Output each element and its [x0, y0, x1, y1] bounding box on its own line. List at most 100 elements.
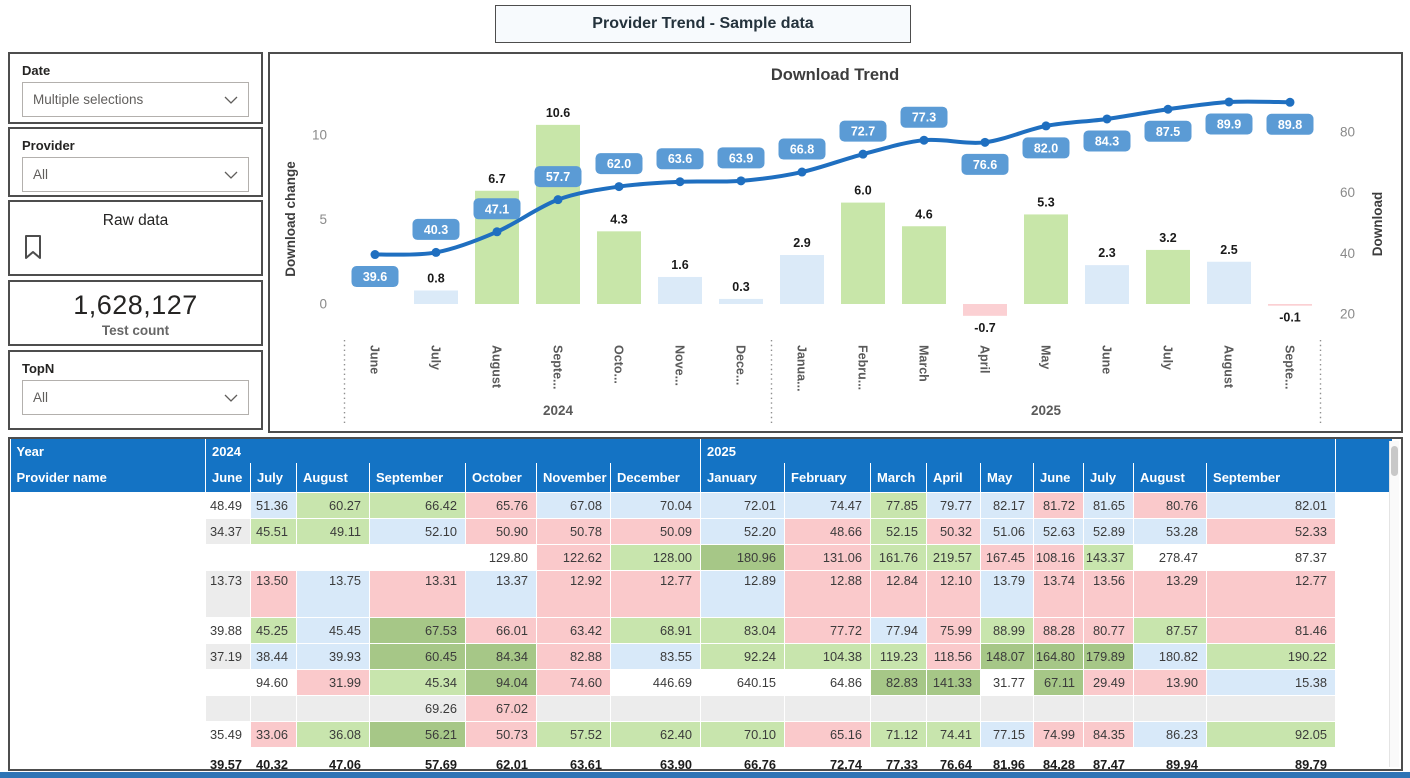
value-cell — [609, 695, 702, 722]
bar-label: 4.6 — [915, 207, 932, 221]
bar[interactable] — [1024, 214, 1068, 304]
month-column-header[interactable]: March — [870, 463, 928, 493]
value-cell — [369, 544, 466, 571]
kpi-value: 1,628,127 — [73, 290, 198, 320]
value-cell: 68.91 — [609, 617, 702, 644]
bar[interactable] — [414, 290, 458, 304]
trend-line — [373, 99, 1292, 257]
value-cell: 74.47 — [784, 492, 872, 519]
date-dropdown[interactable]: Multiple selections — [22, 82, 249, 117]
bar[interactable] — [902, 226, 946, 304]
value-cell: 104.38 — [784, 643, 872, 670]
bar-label: 1.6 — [671, 258, 688, 272]
line-point[interactable] — [919, 135, 929, 145]
line-label: 63.6 — [668, 152, 692, 166]
raw-data-bookmark-button[interactable]: Raw data — [8, 200, 263, 276]
line-label-box — [1266, 113, 1314, 135]
value-cell: 82.83 — [870, 669, 928, 696]
line-point[interactable] — [736, 176, 746, 186]
month-column-header[interactable]: July — [1083, 463, 1135, 493]
line-point[interactable] — [980, 137, 990, 147]
table-row: 39.88 45.25 45.45 67.53 66.01 63.42 68.91 83.04… — [10, 617, 1394, 644]
line-point[interactable] — [431, 247, 441, 257]
x-axis-month-label: Dece... — [734, 345, 748, 385]
table-scrollbar[interactable] — [1389, 441, 1399, 767]
topn-dropdown[interactable]: All — [22, 380, 249, 415]
value-cell: 82.88 — [536, 643, 611, 670]
bar[interactable] — [1085, 265, 1129, 304]
month-column-header[interactable]: February — [784, 463, 872, 493]
bar[interactable] — [719, 298, 763, 304]
download-trend-svg: Download Trend 0 5 10 Download change 20 40 60 8… — [283, 66, 1385, 425]
table-scrollbar-thumb[interactable] — [1391, 446, 1398, 476]
bar[interactable] — [780, 254, 824, 304]
line-point[interactable] — [675, 177, 685, 187]
month-column-header[interactable]: October — [465, 463, 537, 493]
total-value-cell: 62.01 — [465, 747, 537, 769]
provider-dropdown-value: All — [33, 167, 49, 182]
value-cell — [205, 669, 251, 696]
bar-label: -0.1 — [1279, 311, 1301, 325]
month-column-header[interactable]: December — [610, 463, 702, 493]
provider-name-cell — [10, 518, 206, 545]
line-point[interactable] — [1102, 114, 1112, 124]
provider-name-cell — [10, 669, 206, 696]
month-column-header[interactable]: June — [1033, 463, 1085, 493]
value-cell: 82.17 — [980, 492, 1035, 519]
bar[interactable] — [536, 124, 580, 304]
line-point[interactable] — [614, 182, 624, 192]
value-cell: 35.49 — [205, 721, 251, 748]
value-cell: 50.32 — [926, 518, 982, 545]
line-point[interactable] — [1041, 121, 1051, 131]
x-axis-month-label: Octo... — [612, 345, 626, 384]
provider-dropdown[interactable]: All — [22, 157, 249, 192]
right-axis-tick: 40 — [1340, 246, 1355, 261]
value-cell: 65.76 — [465, 492, 537, 519]
bar[interactable] — [1146, 249, 1190, 304]
bar[interactable] — [1207, 261, 1251, 304]
value-cell: 74.41 — [926, 721, 982, 748]
month-column-header[interactable]: September — [369, 463, 466, 493]
date-dropdown-value: Multiple selections — [33, 92, 144, 107]
x-axis-month-label: June — [1100, 345, 1114, 374]
line-point[interactable] — [553, 195, 563, 205]
line-label-box — [717, 147, 765, 169]
line-label: 89.9 — [1217, 117, 1241, 131]
month-column-header[interactable]: July — [250, 463, 297, 493]
line-point[interactable] — [797, 167, 807, 177]
month-column-header[interactable]: November — [536, 463, 611, 493]
month-column-header[interactable]: September — [1206, 463, 1337, 493]
line-point[interactable] — [1163, 104, 1173, 114]
line-point[interactable] — [1224, 97, 1234, 107]
month-column-header[interactable]: June — [205, 463, 251, 493]
month-column-header[interactable]: January — [700, 463, 786, 493]
provider-name-header[interactable]: Provider name — [10, 463, 206, 493]
line-point[interactable] — [858, 149, 868, 159]
value-cell: 77.85 — [870, 492, 928, 519]
bar[interactable] — [963, 304, 1007, 316]
month-column-header[interactable]: April — [926, 463, 982, 493]
bar[interactable] — [658, 276, 702, 304]
bar[interactable] — [597, 231, 641, 304]
line-label-box — [1083, 130, 1131, 152]
download-trend-chart: Download Trend 0 5 10 Download change 20 40 60 8… — [268, 52, 1403, 433]
month-column-header[interactable]: May — [980, 463, 1035, 493]
line-point[interactable] — [492, 227, 502, 237]
topn-dropdown-value: All — [33, 390, 49, 405]
month-column-header[interactable]: August — [296, 463, 370, 493]
year-group-header[interactable]: 2024 — [205, 439, 702, 463]
bar[interactable] — [1268, 304, 1312, 306]
x-axis-month-label: March — [917, 345, 931, 382]
bar[interactable] — [841, 202, 885, 304]
year-group-header[interactable]: 2025 — [700, 439, 1337, 463]
month-column-header[interactable]: August — [1133, 463, 1208, 493]
value-cell: 640.15 — [700, 669, 786, 696]
total-value-cell: 77.33 — [870, 747, 928, 769]
value-cell: 45.34 — [369, 669, 466, 696]
value-cell: 48.49 — [205, 492, 251, 519]
value-cell: 65.16 — [784, 721, 872, 748]
value-cell: 66.42 — [369, 492, 466, 519]
line-point[interactable] — [370, 250, 380, 260]
line-point[interactable] — [1285, 97, 1295, 107]
value-cell: 12.88 — [784, 570, 872, 618]
